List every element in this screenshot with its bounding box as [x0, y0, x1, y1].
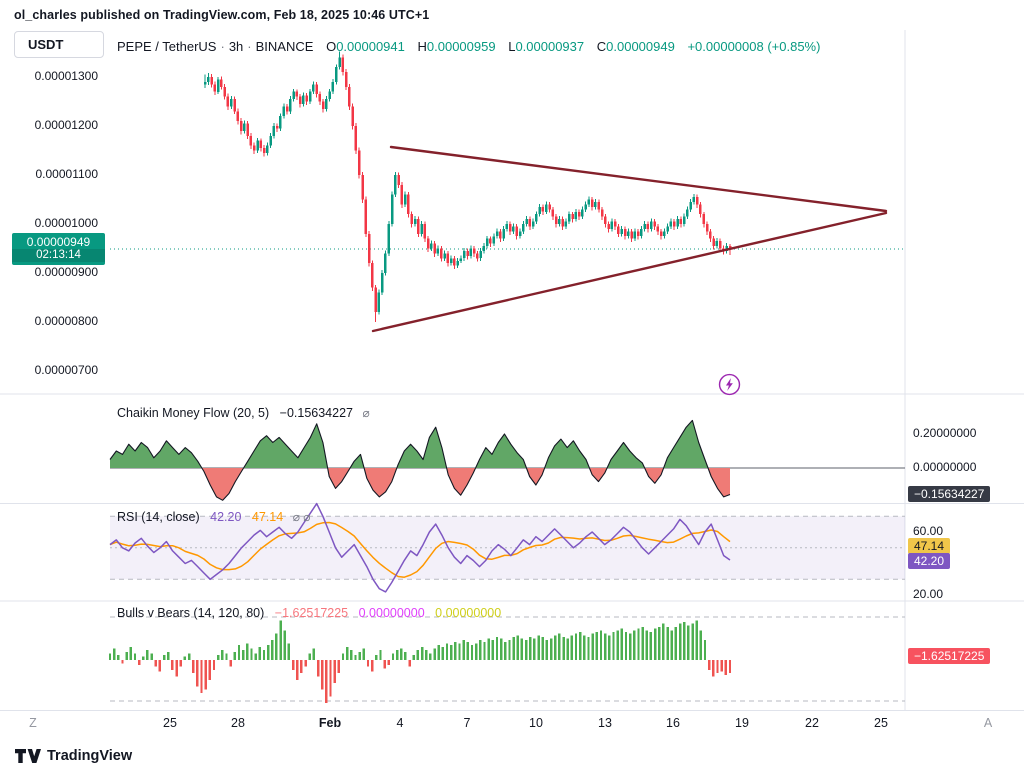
price-axis-label: 0.00000700 [34, 363, 98, 377]
price-axis-label: 0.00001100 [35, 167, 98, 181]
rsi-value-badge: 42.20 [908, 553, 951, 569]
cmf-value: −0.15634227 [279, 406, 353, 420]
time-axis-label: 19 [735, 716, 749, 730]
indicator-axis-label: 0.20000000 [913, 426, 977, 440]
ohlc-close: C0.00000949 [596, 39, 675, 54]
time-axis-label: 22 [805, 716, 819, 730]
bulls-value-3: 0.00000000 [435, 606, 502, 620]
symbol-search-value: USDT [28, 37, 64, 52]
indicator-axis-label: 20.00 [913, 587, 944, 601]
time-axis-label: Z [29, 716, 37, 730]
symbol-title: PEPE / TetherUS [117, 39, 217, 54]
time-axis[interactable]: Z 25 28 Feb 4 7 10 13 16 19 22 25 A [0, 716, 1024, 740]
price-axis-label: 0.00000800 [34, 314, 98, 328]
hide-indicator-icon[interactable]: ⌀ ⌀ [292, 510, 311, 524]
tradingview-logo-icon [15, 749, 41, 763]
rsi-indicator-title[interactable]: RSI (14, close) 42.20 47.14 ⌀ ⌀ [117, 510, 310, 524]
time-axis-label: 28 [231, 716, 245, 730]
exchange-label: BINANCE [255, 39, 314, 54]
last-price-badge: 0.00000949 02:13:14 [12, 233, 105, 265]
time-axis-label: 7 [463, 716, 471, 730]
time-axis-label: 25 [874, 716, 888, 730]
price-change: +0.00000008 (+0.85%) [687, 39, 821, 54]
time-axis-label: A [983, 716, 993, 730]
cmf-value-badge: −0.15634227 [908, 486, 991, 502]
rsi-value: 42.20 [210, 510, 242, 524]
indicator-axis-label: 0.00000000 [913, 460, 977, 474]
price-axis-label: 0.00000900 [34, 265, 98, 279]
bulls-name: Bulls v Bears (14, 120, 80) [117, 606, 265, 620]
bulls-indicator-title[interactable]: Bulls v Bears (14, 120, 80) −1.62517225 … [117, 606, 501, 620]
rsi-name: RSI (14, close) [117, 510, 200, 524]
ohlc-high: H0.00000959 [417, 39, 496, 54]
attribution-text: ol_charles published on TradingView.com,… [14, 8, 430, 22]
price-axis-label: 0.00001200 [34, 118, 98, 132]
last-price-value: 0.00000949 [26, 235, 91, 249]
time-axis-label: 4 [396, 716, 404, 730]
tradingview-logo[interactable]: TradingView [15, 748, 132, 764]
tradingview-logo-text: TradingView [47, 748, 133, 764]
time-axis-label: 25 [163, 716, 177, 730]
interval-label: 3h [228, 39, 244, 54]
bar-countdown: 02:13:14 [12, 249, 105, 262]
cmf-indicator-title[interactable]: Chaikin Money Flow (20, 5) −0.15634227 ⌀ [117, 406, 370, 420]
ohlc-open: O0.00000941 [326, 39, 405, 54]
time-axis-label: Feb [318, 716, 342, 730]
time-axis-label: 13 [598, 716, 612, 730]
symbol-search-box[interactable]: USDT [14, 31, 104, 58]
lightning-icon [718, 373, 741, 396]
indicator-axis-label: 60.00 [913, 524, 944, 538]
cmf-name: Chaikin Money Flow (20, 5) [117, 406, 270, 420]
price-axis-label: 0.00001000 [34, 216, 98, 230]
chart-legend[interactable]: PEPE / TetherUS · 3h · BINANCE O0.00000941 H… [117, 39, 820, 54]
rsi-ma-value: 47.14 [251, 510, 284, 524]
bulls-value-1: −1.62517225 [274, 606, 349, 620]
rsi-ma-badge: 47.14 [908, 538, 951, 554]
bulls-value-2: 0.00000000 [358, 606, 425, 620]
flash-icon-button[interactable] [718, 373, 741, 396]
time-axis-label: 16 [666, 716, 680, 730]
hide-indicator-icon[interactable]: ⌀ [362, 406, 370, 420]
price-axis-label: 0.00001300 [34, 69, 98, 83]
time-axis-label: 10 [529, 716, 543, 730]
legend-separator: · [220, 39, 225, 54]
bulls-value-badge: −1.62517225 [908, 648, 991, 664]
ohlc-low: L0.00000937 [508, 39, 585, 54]
legend-separator: · [247, 39, 252, 54]
